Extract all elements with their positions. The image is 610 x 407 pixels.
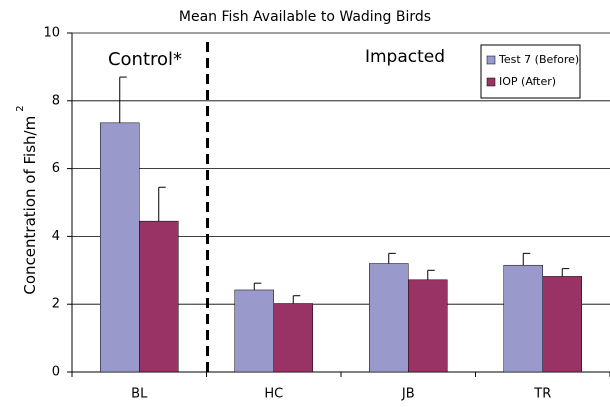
bar — [139, 220, 179, 373]
bar — [100, 122, 140, 373]
annotation: Impacted — [365, 47, 445, 67]
y-tick-label: 2 — [52, 297, 60, 312]
legend-swatch — [486, 77, 496, 87]
bar — [408, 279, 448, 373]
y-tick-label: 8 — [52, 93, 60, 108]
legend-box — [480, 44, 581, 99]
x-tick-label: BL — [131, 387, 148, 402]
error-bar — [158, 186, 166, 222]
error-bar — [427, 269, 435, 280]
bar — [234, 289, 274, 373]
y-axis-label: Concentration of Fish/m 2 — [15, 105, 39, 294]
error-bar — [119, 76, 127, 123]
legend-swatch — [486, 55, 496, 65]
y-tick-label: 0 — [52, 365, 60, 380]
legend-label: IOP (After) — [499, 75, 556, 88]
error-bar — [522, 252, 531, 266]
x-tick-label: TR — [533, 387, 551, 402]
y-tick-label: 4 — [52, 229, 60, 244]
y-axis-label-text: Concentration of Fish/m — [21, 116, 39, 295]
error-bar — [388, 252, 396, 264]
bar — [503, 264, 543, 373]
x-tick-label: HC — [264, 387, 283, 402]
bar — [542, 276, 582, 373]
chart-title: Mean Fish Available to Wading Birds — [179, 9, 431, 25]
annotation: Control* — [108, 49, 182, 70]
x-tick-label: JB — [401, 387, 415, 402]
error-bar — [292, 295, 301, 304]
bar — [369, 263, 409, 373]
y-tick-label: 6 — [52, 161, 60, 176]
y-tick-label: 10 — [43, 26, 60, 41]
bar — [273, 303, 313, 373]
y-axis-label-superscript: 2 — [15, 105, 26, 111]
legend-label: Test 7 (Before) — [498, 53, 579, 66]
error-bar — [561, 268, 570, 277]
error-bar — [253, 282, 262, 290]
